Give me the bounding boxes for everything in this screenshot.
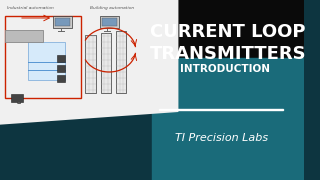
Bar (53, 16, 72, 28)
Bar (100, 16, 119, 28)
Polygon shape (0, 0, 179, 125)
Text: 🔥: 🔥 (17, 97, 21, 103)
Bar (85, 0, 304, 72)
Text: Industrial automation: Industrial automation (7, 6, 54, 10)
Bar (101, 18, 117, 26)
Bar (5, 16, 81, 98)
Bar (0, 70, 152, 180)
Bar (85, 35, 96, 93)
Bar (57, 75, 65, 82)
Text: INTRODUCTION: INTRODUCTION (180, 64, 270, 74)
Bar (12, 94, 23, 102)
Text: TI Precision Labs: TI Precision Labs (174, 133, 268, 143)
Bar (159, 109, 283, 110)
Bar (57, 65, 65, 72)
Bar (55, 18, 70, 26)
Bar (116, 31, 126, 93)
Bar (147, 58, 304, 80)
Text: CURRENT LOOP: CURRENT LOOP (150, 23, 306, 41)
Bar (57, 55, 65, 62)
Bar (152, 70, 304, 180)
Bar (100, 33, 111, 93)
Text: TRANSMITTERS: TRANSMITTERS (149, 45, 306, 63)
Text: Building automation: Building automation (90, 6, 134, 10)
Bar (28, 42, 65, 80)
Bar (5, 30, 43, 42)
